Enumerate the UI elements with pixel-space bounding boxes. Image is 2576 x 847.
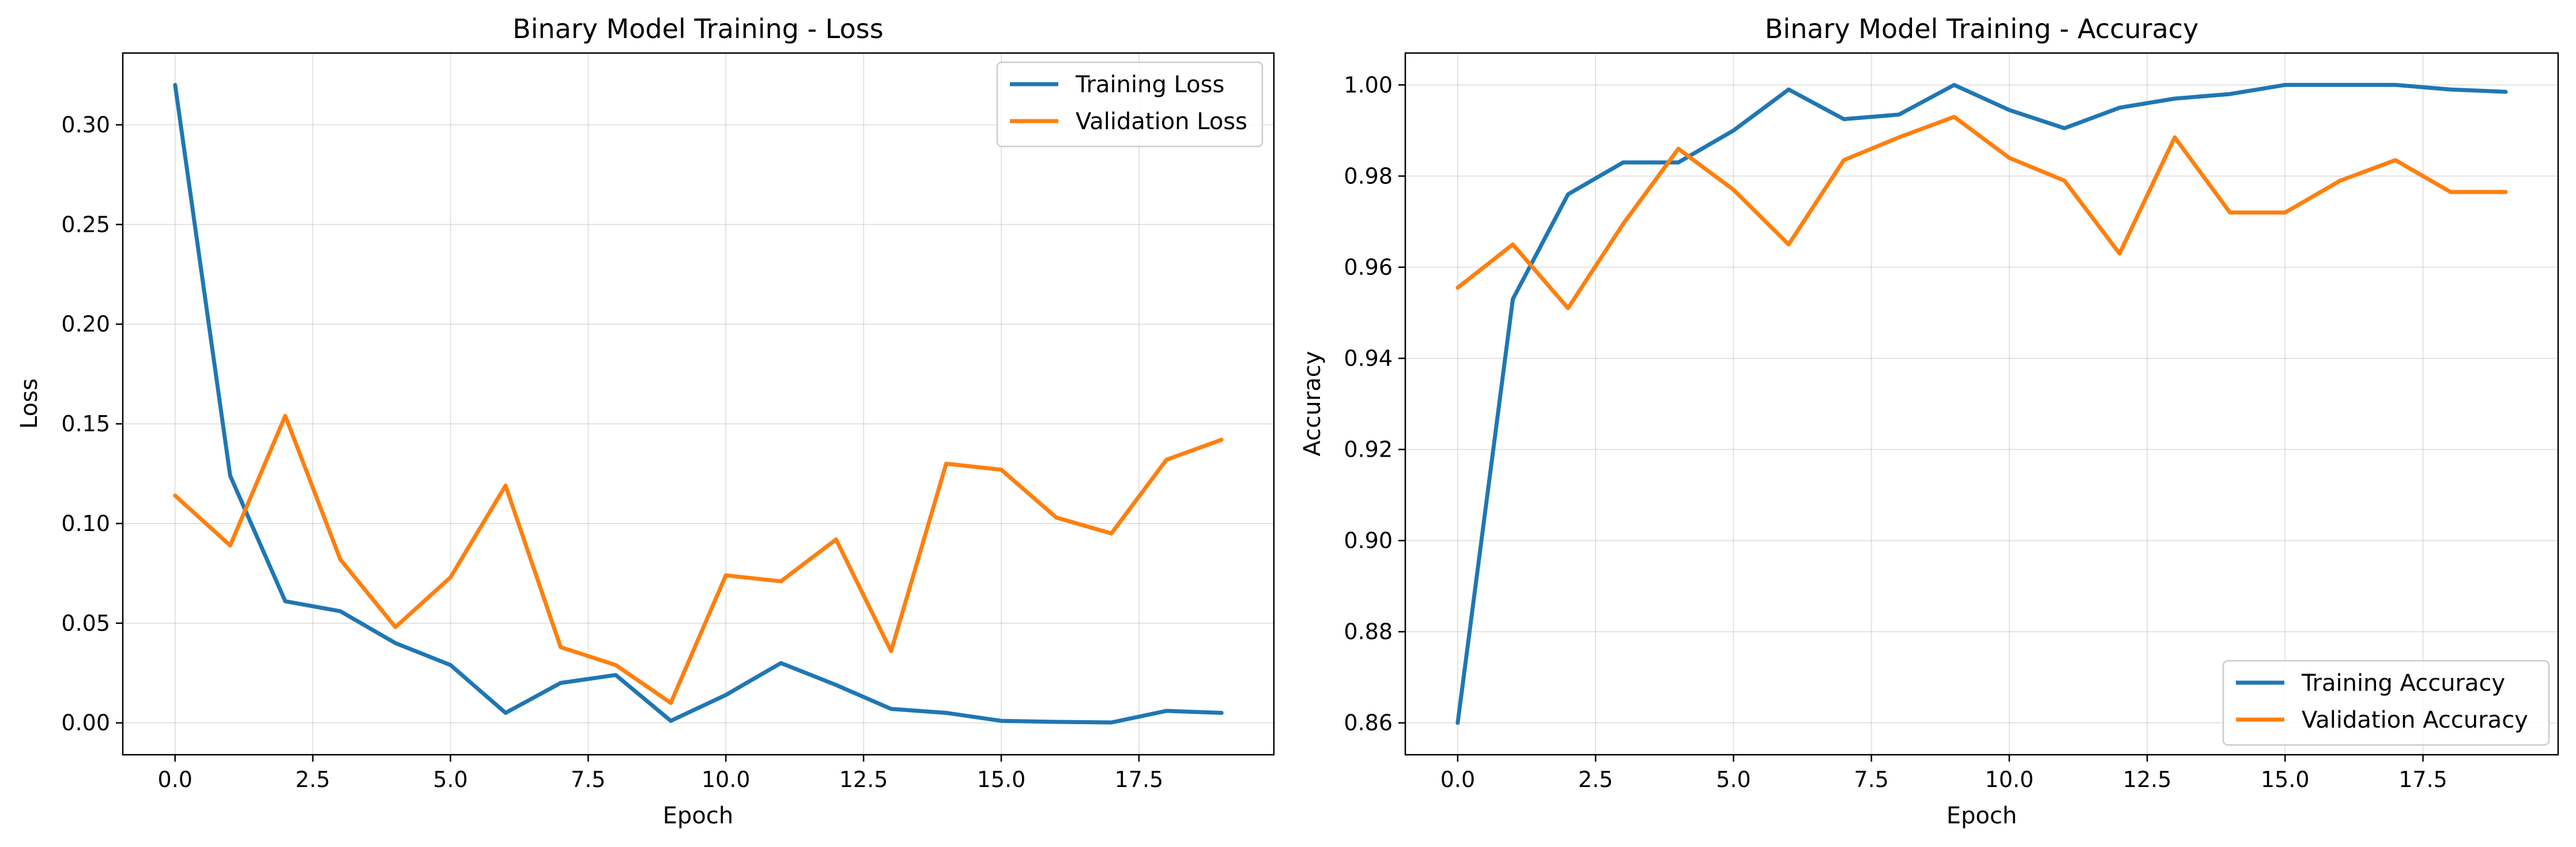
accuracy-y-tick-label: 0.98 [1344,163,1393,189]
loss-series-line-validation [173,413,1224,705]
loss-legend-box [996,61,1264,148]
accuracy-x-tick-label: 12.5 [2123,767,2172,792]
loss-x-axis-label: Epoch [663,803,733,829]
accuracy-legend: Training Accuracy Validation Accuracy [2222,660,2550,746]
loss-chart-title: Binary Model Training - Loss [512,13,883,44]
loss-y-tick-label: 0.10 [61,511,110,536]
loss-x-tick-label: 15.0 [977,767,1026,792]
loss-x-tick-label: 10.0 [701,767,750,792]
accuracy-x-tick-label: 0.0 [1440,767,1475,792]
loss-x-tick-label: 5.0 [433,767,467,792]
accuracy-legend-label-validation: Validation Accuracy [2302,707,2528,733]
loss-series-line-training [173,82,1224,725]
accuracy-chart-title: Binary Model Training - Accuracy [1765,13,2199,44]
accuracy-x-axis-label: Epoch [1947,803,2017,829]
loss-y-tick-label: 0.00 [61,710,110,736]
accuracy-y-tick-label: 1.00 [1344,72,1393,97]
loss-legend-label-validation: Validation Loss [1076,108,1247,135]
accuracy-y-tick-label: 0.86 [1344,710,1393,736]
loss-x-tick-label: 0.0 [158,767,193,792]
accuracy-x-tick-label: 5.0 [1716,767,1751,792]
loss-y-tick-label: 0.05 [61,611,110,636]
loss-x-tick-label: 12.5 [839,767,888,792]
accuracy-x-tick-label: 10.0 [1985,767,2034,792]
accuracy-x-tick-label: 2.5 [1578,767,1613,792]
loss-plot-frame [122,52,1275,756]
accuracy-y-tick-label: 0.92 [1344,437,1393,462]
accuracy-chart: 0.0 2.5 5.0 7.5 10.0 12.5 15.0 17.5 0.86 0.88 0.90… [1299,13,2559,829]
accuracy-x-tick-label: 17.5 [2398,767,2447,792]
loss-x-tick-label: 7.5 [571,767,605,792]
accuracy-plot-frame [1404,52,2559,756]
accuracy-y-tick-label: 0.94 [1344,345,1393,371]
loss-y-tick-label: 0.30 [61,112,110,137]
accuracy-series-line-training [1455,82,2508,725]
loss-legend-label-training: Training Loss [1075,71,1224,98]
loss-chart: 0.0 2.5 5.0 7.5 10.0 12.5 15.0 17.5 0.00 0.05 0.10… [16,13,1275,829]
accuracy-x-tick-label: 7.5 [1854,767,1888,792]
accuracy-x-tick-label: 15.0 [2261,767,2310,792]
loss-y-axis-label: Loss [16,378,43,429]
accuracy-legend-box [2222,660,2550,746]
accuracy-y-axis-label: Accuracy [1299,351,1326,457]
loss-y-tick-label: 0.25 [61,212,110,237]
accuracy-legend-label-training: Training Accuracy [2301,670,2505,697]
loss-x-tick-label: 2.5 [295,767,330,792]
loss-legend: Training Loss Validation Loss [996,61,1264,148]
accuracy-y-tick-label: 0.96 [1344,254,1393,280]
accuracy-y-tick-label: 0.90 [1344,528,1393,554]
loss-x-tick-label: 17.5 [1115,767,1164,792]
loss-y-tick-label: 0.20 [61,311,110,337]
accuracy-y-tick-label: 0.88 [1344,619,1393,645]
loss-y-tick-label: 0.15 [61,411,110,436]
accuracy-series-line-validation [1455,115,2508,310]
